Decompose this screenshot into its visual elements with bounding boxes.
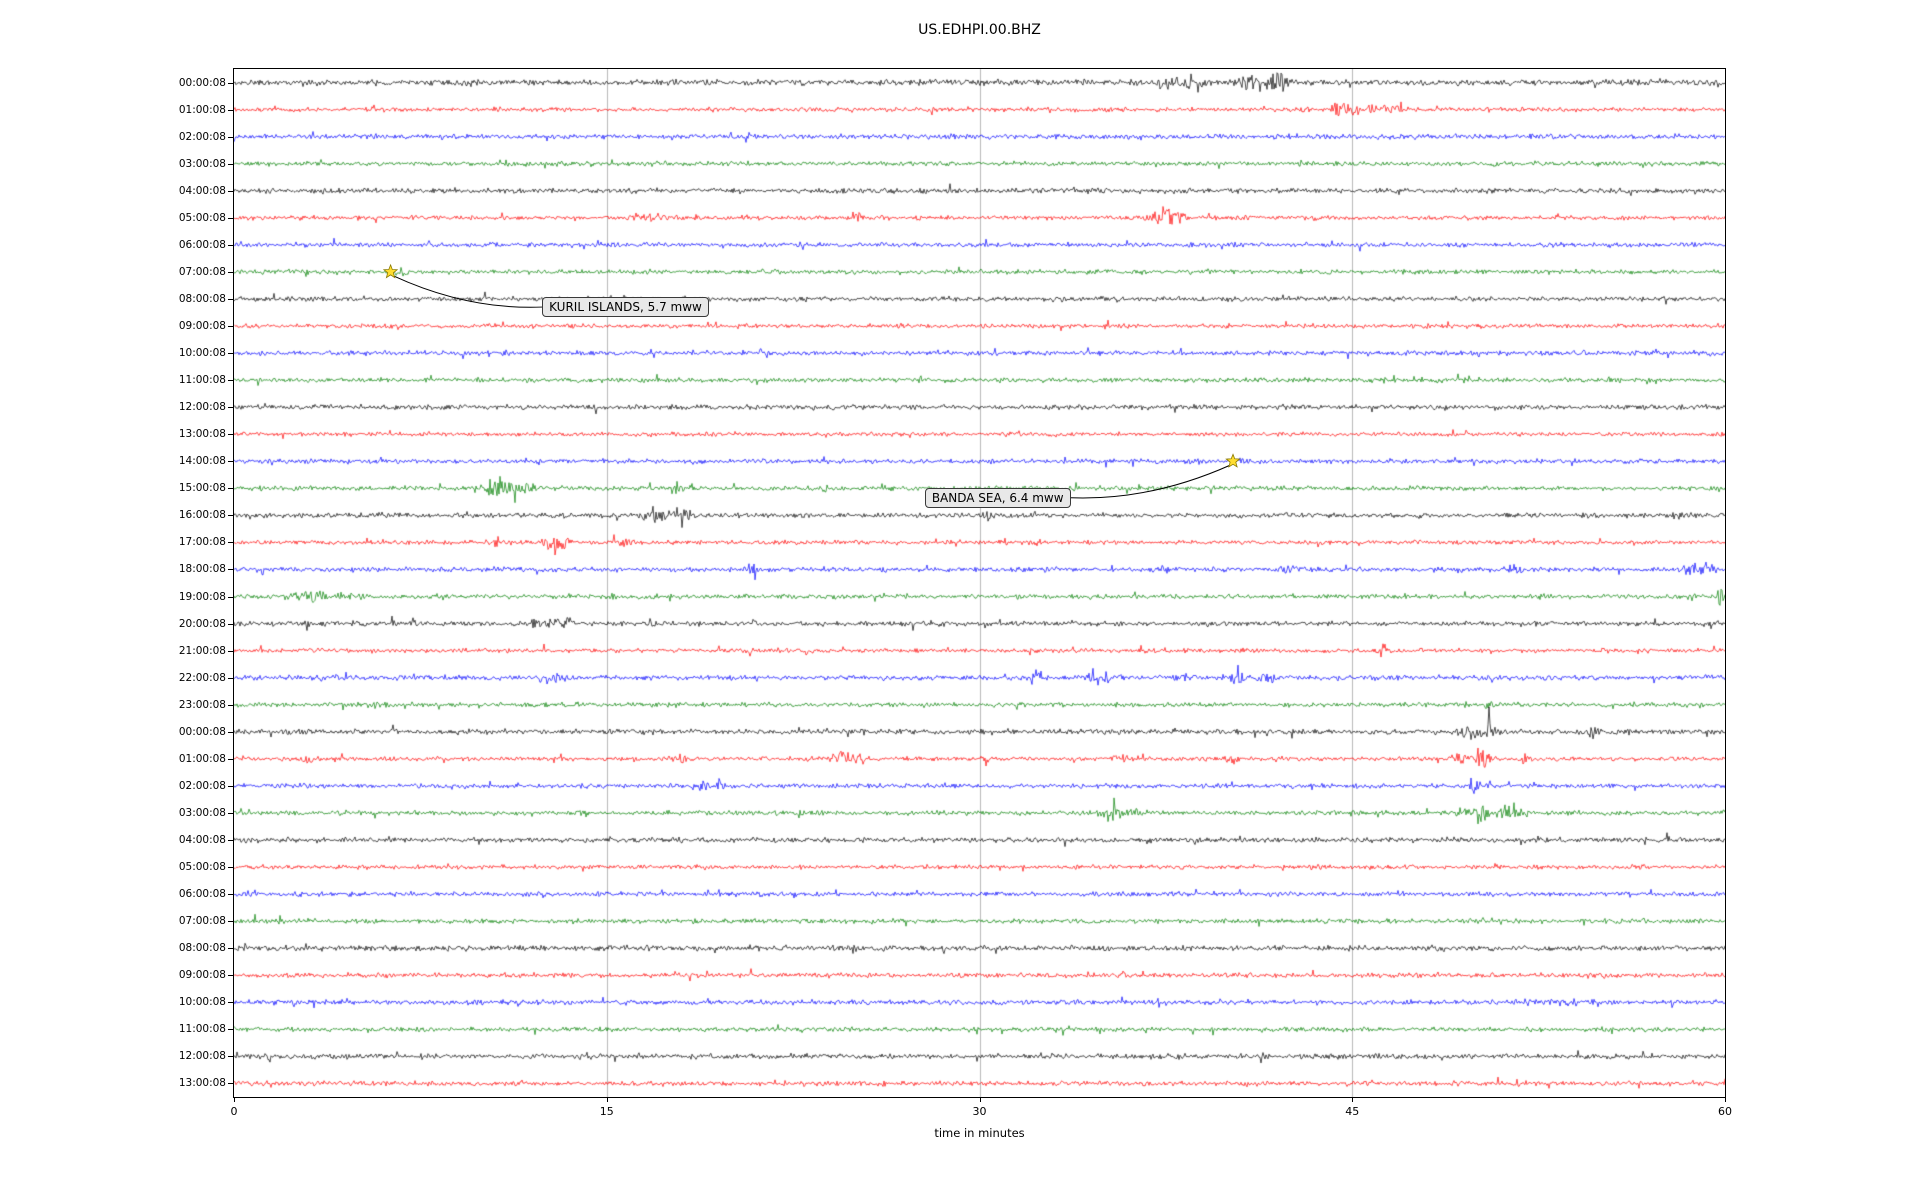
x-tick-mark [1352, 1097, 1353, 1102]
y-axis-label: 00:00:08 [178, 725, 226, 738]
y-tick-mark [228, 1029, 233, 1030]
y-tick-mark [228, 948, 233, 949]
y-axis-label: 11:00:08 [178, 1023, 226, 1036]
y-axis-label: 09:00:08 [178, 320, 226, 332]
y-tick-mark [228, 732, 233, 733]
y-tick-mark [228, 840, 233, 841]
y-axis-label: 10:00:08 [178, 347, 226, 360]
x-tick-label: 60 [1718, 1105, 1732, 1118]
y-tick-mark [228, 515, 233, 516]
y-tick-mark [228, 164, 233, 165]
y-axis-label: 13:00:08 [178, 428, 226, 441]
y-tick-mark [228, 569, 233, 570]
plot-area [233, 68, 1726, 1098]
y-tick-mark [228, 137, 233, 138]
x-tick-label: 0 [230, 1105, 238, 1118]
x-tick-mark [234, 1097, 235, 1102]
y-axis-label: 19:00:08 [178, 590, 226, 603]
x-tick-mark [980, 1097, 981, 1102]
y-axis-label: 12:00:08 [178, 1050, 226, 1063]
y-axis-label: 06:00:08 [178, 888, 226, 901]
waveform-traces-canvas [234, 69, 1725, 1097]
x-axis-title: time in minutes [934, 1126, 1025, 1140]
y-axis-label: 04:00:08 [178, 184, 226, 197]
y-tick-mark [228, 245, 233, 246]
y-tick-mark [228, 407, 233, 408]
y-axis-label: 11:00:08 [178, 374, 226, 387]
y-tick-mark [228, 272, 233, 273]
x-tick-mark [607, 1097, 608, 1102]
y-tick-mark [228, 488, 233, 489]
y-axis-label: 14:00:08 [178, 455, 226, 468]
y-axis-label: 20:00:08 [178, 617, 226, 630]
y-tick-mark [228, 867, 233, 868]
y-axis-label: 07:00:08 [178, 915, 226, 928]
x-tick-label: 45 [1345, 1105, 1360, 1118]
y-tick-mark [228, 759, 233, 760]
x-tick-label: 30 [972, 1105, 987, 1118]
y-axis-label: 00:00:08 [178, 76, 226, 89]
y-axis-label: 05:00:08 [178, 861, 226, 874]
y-axis-label: 22:00:08 [178, 671, 226, 684]
y-tick-mark [228, 624, 233, 625]
y-axis-label: 12:00:08 [178, 401, 226, 414]
y-tick-mark [228, 353, 233, 354]
x-tick-label: 15 [599, 1105, 614, 1118]
y-axis-label: 17:00:08 [178, 536, 226, 549]
x-tick-mark [1725, 1097, 1726, 1102]
y-tick-mark [228, 326, 233, 327]
y-axis-label: 03:00:08 [178, 157, 226, 170]
y-tick-mark [228, 975, 233, 976]
y-tick-mark [228, 921, 233, 922]
y-axis-label: 01:00:08 [178, 752, 226, 765]
y-axis-label: 13:00:08 [178, 1077, 226, 1090]
y-tick-mark [228, 678, 233, 679]
y-axis-label: 10:00:08 [178, 996, 226, 1009]
y-axis-label: 04:00:08 [178, 834, 226, 846]
y-tick-mark [228, 380, 233, 381]
y-axis-label: 16:00:08 [178, 509, 226, 522]
y-axis-label: 01:00:08 [178, 103, 226, 116]
y-axis-label: 05:00:08 [178, 211, 226, 224]
y-axis-label: 18:00:08 [178, 563, 226, 576]
y-axis-label: 06:00:08 [178, 238, 226, 251]
y-axis-label: 08:00:08 [178, 292, 226, 305]
y-tick-mark [228, 705, 233, 706]
y-axis-label: 08:00:08 [178, 942, 226, 955]
y-tick-mark [228, 461, 233, 462]
y-axis-label: 09:00:08 [178, 969, 226, 982]
y-axis-label: 02:00:08 [178, 130, 226, 143]
y-tick-mark [228, 110, 233, 111]
y-tick-mark [228, 434, 233, 435]
y-tick-mark [228, 894, 233, 895]
y-tick-mark [228, 786, 233, 787]
y-tick-mark [228, 1056, 233, 1057]
y-axis-label: 02:00:08 [178, 779, 226, 792]
y-tick-mark [228, 83, 233, 84]
y-tick-mark [228, 218, 233, 219]
event-annotation-label: KURIL ISLANDS, 5.7 mww [542, 297, 709, 318]
y-tick-mark [228, 542, 233, 543]
y-tick-mark [228, 299, 233, 300]
y-tick-mark [228, 191, 233, 192]
y-tick-mark [228, 1083, 233, 1084]
y-tick-mark [228, 813, 233, 814]
y-axis-label: 03:00:08 [178, 806, 226, 819]
chart-title: US.EDHPI.00.BHZ [918, 22, 1041, 38]
y-axis-label: 07:00:08 [178, 265, 226, 278]
y-tick-mark [228, 651, 233, 652]
y-axis-label: 21:00:08 [178, 644, 226, 657]
y-axis-label: 23:00:08 [178, 698, 226, 711]
y-tick-mark [228, 1002, 233, 1003]
event-annotation-label: BANDA SEA, 6.4 mww [924, 487, 1071, 508]
y-tick-mark [228, 597, 233, 598]
y-axis-label: 15:00:08 [178, 482, 226, 495]
